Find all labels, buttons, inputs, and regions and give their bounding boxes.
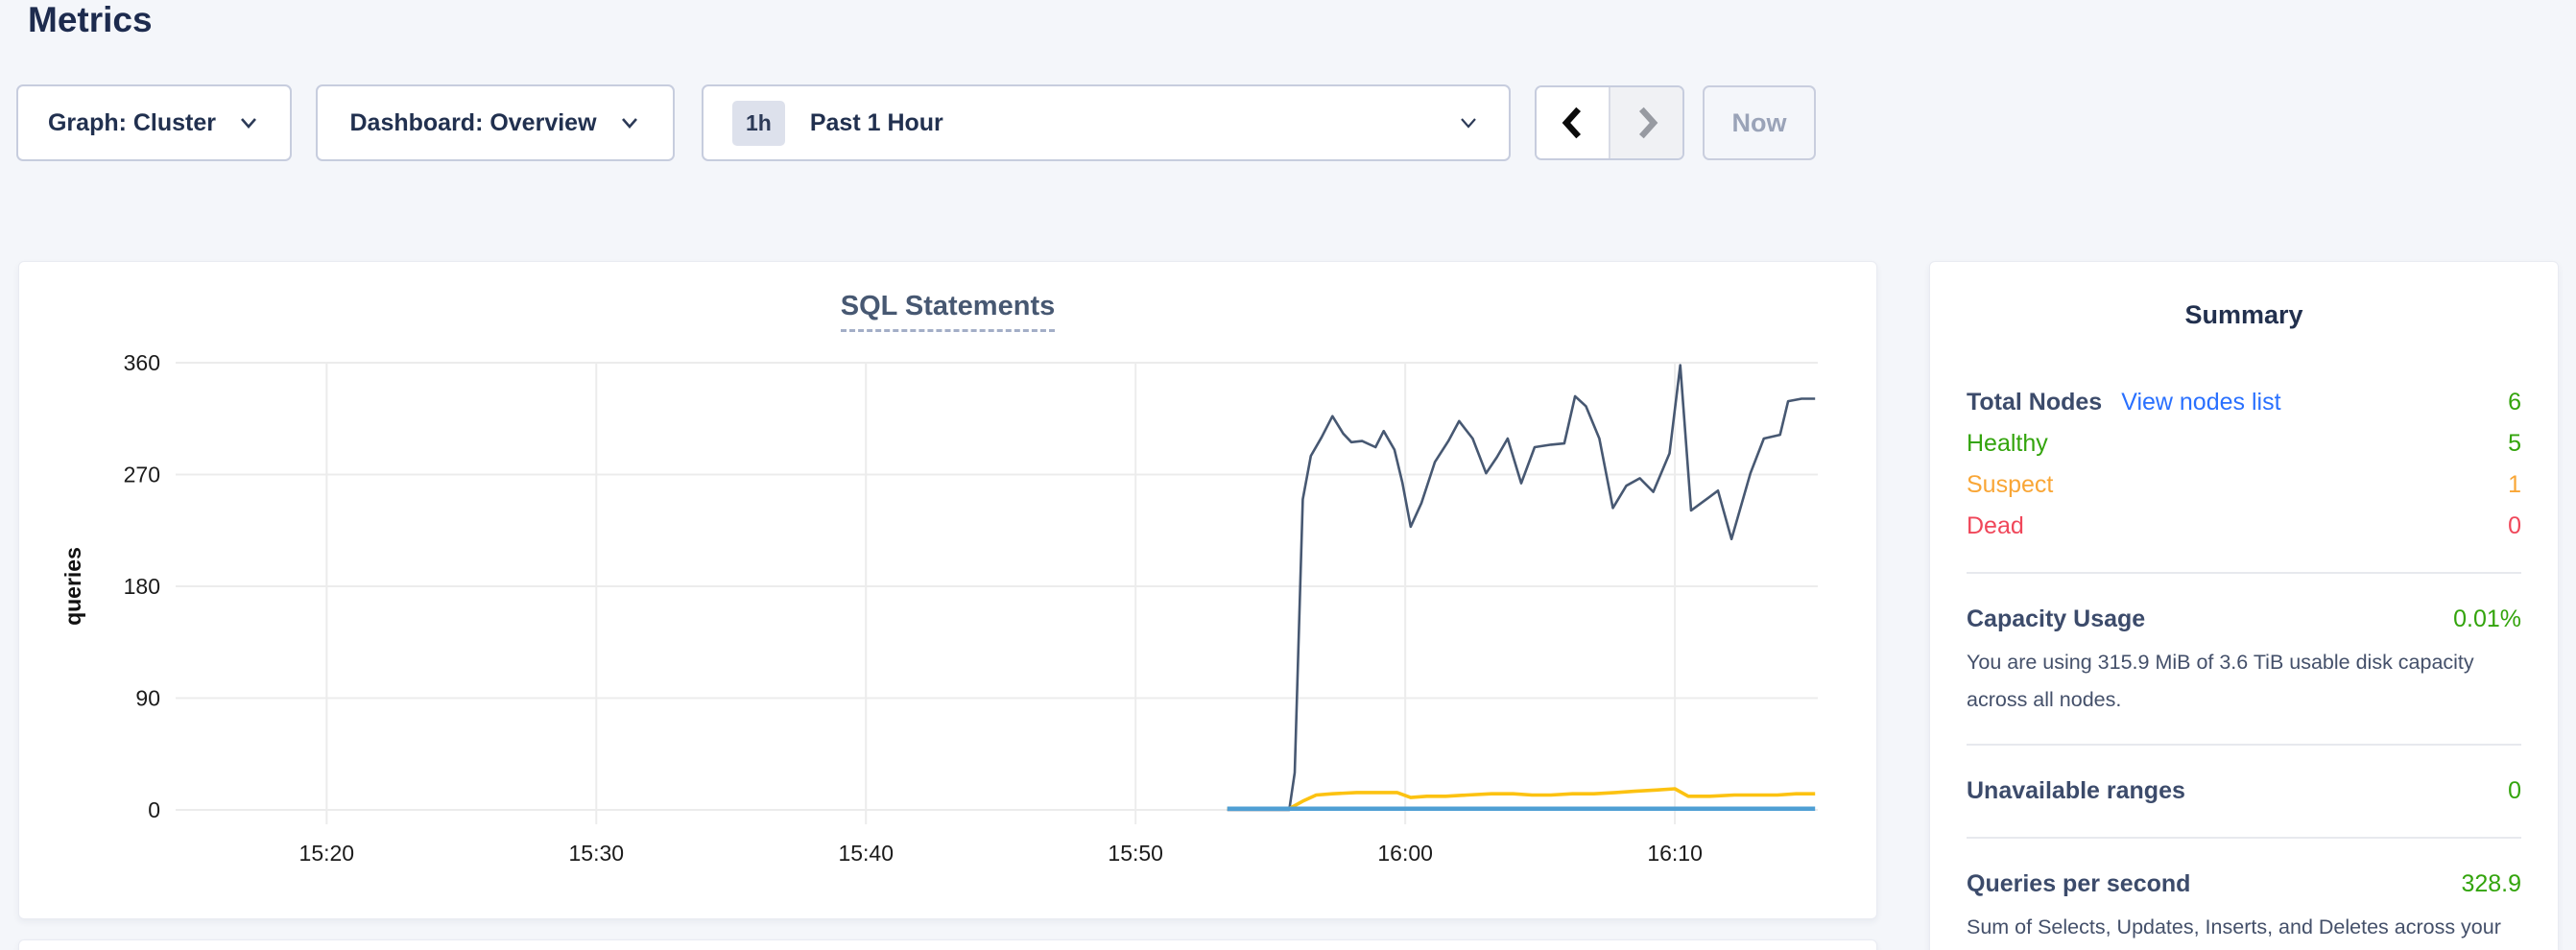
dashboard-dropdown-label: Dashboard: Overview [349, 108, 597, 136]
queries-per-second-description: Sum of Selects, Updates, Inserts, and De… [1967, 915, 2501, 938]
time-range-badge: 1h [732, 100, 785, 146]
svg-text:360: 360 [124, 350, 160, 375]
time-forward-button[interactable] [1609, 87, 1682, 158]
svg-text:0: 0 [148, 797, 160, 822]
suspect-label: Suspect [1967, 471, 2054, 498]
svg-text:15:40: 15:40 [838, 841, 894, 866]
unavailable-ranges-section: Unavailable ranges 0 [1967, 771, 2521, 812]
unavailable-ranges-label: Unavailable ranges [1967, 777, 2185, 804]
dead-nodes-row: Dead 0 [1967, 506, 2521, 547]
sql-statements-card: SQL Statements 0 90 180 270 360 15:20 15:30 15:… [18, 261, 1877, 919]
svg-text:15:30: 15:30 [569, 841, 625, 866]
summary-panel: Summary Total Nodes View nodes list 6 He… [1929, 261, 2559, 950]
capacity-usage-label: Capacity Usage [1967, 606, 2146, 632]
divider [1967, 572, 2521, 574]
dead-label: Dead [1967, 512, 2024, 539]
time-range-picker[interactable]: 1h Past 1 Hour [702, 84, 1511, 161]
svg-text:15:20: 15:20 [299, 841, 355, 866]
suspect-nodes-row: Suspect 1 [1967, 464, 2521, 506]
time-range-label: Past 1 Hour [809, 108, 943, 136]
next-chart-card [18, 939, 1877, 950]
time-pager [1535, 85, 1684, 160]
capacity-usage-section: Capacity Usage 0.01% You are using 315.9… [1967, 599, 2521, 719]
total-nodes-value: 6 [2508, 389, 2521, 416]
view-nodes-link[interactable]: View nodes list [2121, 389, 2281, 416]
chevron-left-icon [1562, 107, 1581, 139]
divider [1967, 744, 2521, 746]
page-title: Metrics [28, 0, 153, 39]
chevron-right-icon [1638, 107, 1658, 139]
chart-title[interactable]: SQL Statements [840, 291, 1056, 332]
chevron-down-icon [621, 118, 637, 129]
unavailable-ranges-value: 0 [2508, 777, 2521, 804]
svg-text:16:00: 16:00 [1377, 841, 1433, 866]
svg-text:90: 90 [135, 686, 160, 711]
chevron-down-icon [241, 118, 256, 129]
summary-title: Summary [2184, 300, 2303, 329]
divider [1967, 837, 2521, 839]
dashboard-dropdown[interactable]: Dashboard: Overview [316, 84, 675, 161]
chevron-down-icon [1461, 118, 1476, 129]
capacity-usage-description: You are using 315.9 MiB of 3.6 TiB usabl… [1967, 651, 2474, 711]
now-button[interactable]: Now [1703, 85, 1816, 160]
svg-text:270: 270 [124, 463, 160, 487]
time-back-button[interactable] [1537, 87, 1609, 158]
healthy-label: Healthy [1967, 430, 2048, 457]
dead-value: 0 [2508, 512, 2521, 539]
suspect-value: 1 [2508, 471, 2521, 498]
sql-statements-chart[interactable]: 0 90 180 270 360 15:20 15:30 15:40 15:50 16:00 16:… [19, 262, 1878, 920]
total-nodes-row: Total Nodes View nodes list 6 [1967, 382, 2521, 423]
queries-per-second-section: Queries per second 328.9 Sum of Selects,… [1967, 864, 2521, 950]
svg-text:16:10: 16:10 [1647, 841, 1703, 866]
graph-dropdown-label: Graph: Cluster [47, 108, 217, 136]
svg-text:queries: queries [60, 547, 85, 626]
total-nodes-label: Total Nodes [1967, 389, 2103, 416]
svg-text:180: 180 [124, 574, 160, 599]
queries-per-second-label: Queries per second [1967, 870, 2191, 897]
healthy-nodes-row: Healthy 5 [1967, 423, 2521, 464]
svg-text:15:50: 15:50 [1108, 841, 1163, 866]
graph-dropdown[interactable]: Graph: Cluster [16, 84, 292, 161]
healthy-value: 5 [2508, 430, 2521, 457]
capacity-usage-value: 0.01% [2453, 606, 2521, 632]
queries-per-second-value: 328.9 [2461, 870, 2521, 897]
